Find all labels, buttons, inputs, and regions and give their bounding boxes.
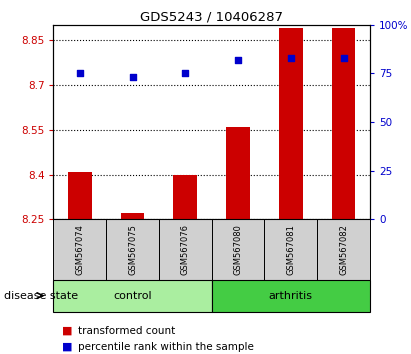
Point — [235, 57, 241, 63]
Bar — [106, 219, 159, 280]
Point — [129, 74, 136, 80]
Bar — [226, 127, 250, 219]
Text: GSM567081: GSM567081 — [286, 224, 295, 275]
Title: GDS5243 / 10406287: GDS5243 / 10406287 — [140, 11, 283, 24]
Text: ■: ■ — [62, 326, 72, 336]
Text: GSM567076: GSM567076 — [181, 224, 190, 275]
Text: GSM567082: GSM567082 — [339, 224, 348, 275]
Text: GSM567074: GSM567074 — [75, 224, 84, 275]
Bar — [212, 280, 370, 312]
Text: ■: ■ — [62, 342, 72, 352]
Point — [182, 70, 189, 76]
Bar — [212, 219, 264, 280]
Text: arthritis: arthritis — [269, 291, 313, 301]
Bar — [121, 213, 144, 219]
Point — [287, 55, 294, 61]
Bar — [53, 280, 212, 312]
Bar — [68, 172, 92, 219]
Text: GSM567080: GSM567080 — [233, 224, 242, 275]
Bar — [332, 28, 356, 219]
Point — [340, 55, 347, 61]
Bar — [53, 219, 106, 280]
Bar — [159, 219, 212, 280]
Point — [76, 70, 83, 76]
Bar — [264, 219, 317, 280]
Bar — [173, 175, 197, 219]
Text: GSM567075: GSM567075 — [128, 224, 137, 275]
Bar — [317, 219, 370, 280]
Text: transformed count: transformed count — [78, 326, 175, 336]
Text: control: control — [113, 291, 152, 301]
Text: percentile rank within the sample: percentile rank within the sample — [78, 342, 254, 352]
Bar — [279, 28, 302, 219]
Text: disease state: disease state — [4, 291, 78, 301]
